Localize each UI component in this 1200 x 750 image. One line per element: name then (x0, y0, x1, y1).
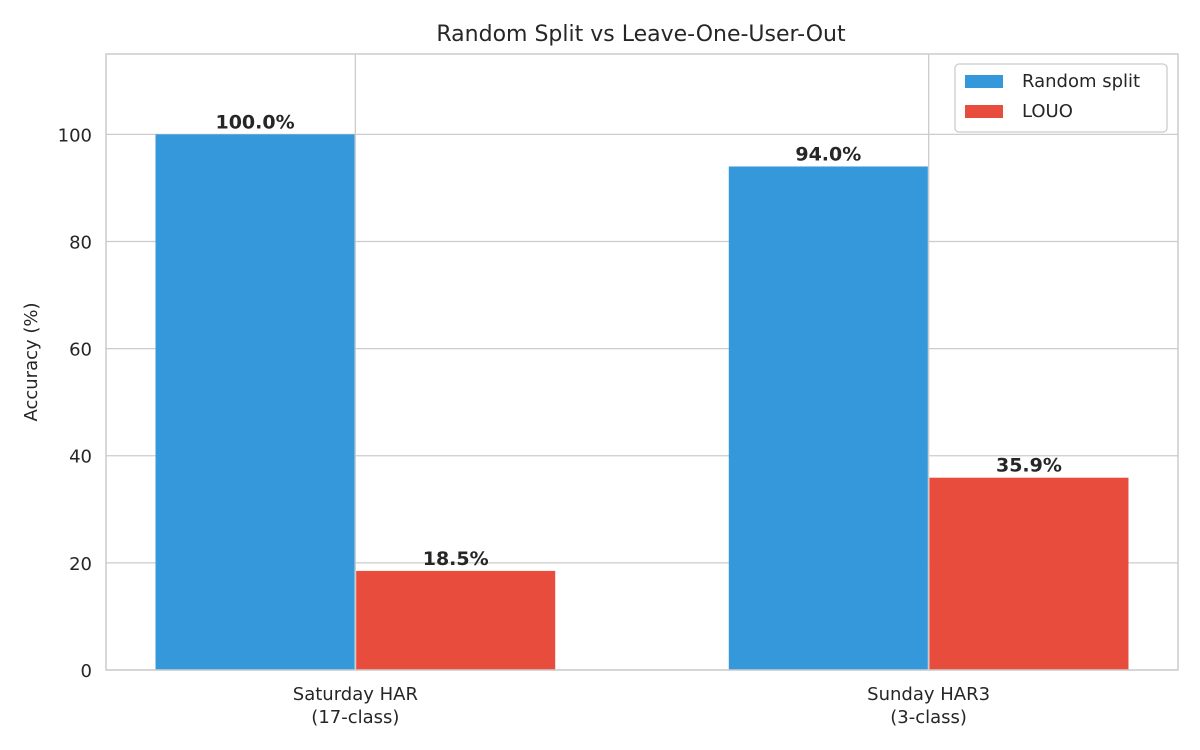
bar-random-split (728, 166, 928, 671)
x-tick-label: (17-class) (311, 707, 399, 728)
legend-entry: LOUO (1022, 101, 1073, 122)
x-tick-labels: Saturday HAR(17-class) Sunday HAR3(3-clas… (293, 684, 990, 728)
x-tick-label: Sunday HAR3 (867, 684, 990, 705)
y-tick-label: 20 (69, 554, 92, 575)
y-tick-label: 100 (58, 125, 92, 146)
plot-frame (105, 53, 1179, 671)
bar-value-label: 18.5% (423, 548, 489, 570)
bar-value-label: 100.0% (215, 111, 294, 133)
y-tick-label: 40 (69, 447, 92, 468)
y-tick-label: 0 (81, 661, 92, 682)
bar-louo (356, 570, 556, 670)
chart-title: Random Split vs Leave-One-User-Out (436, 22, 846, 47)
y-tick-labels: 0 20 40 60 80 100 (58, 125, 92, 682)
bars (155, 134, 1129, 671)
bar-louo (929, 477, 1129, 670)
y-tick-label: 80 (69, 232, 92, 253)
bar-value-labels: 100.0% 94.0% 18.5% 35.9% (215, 111, 1061, 570)
x-tick-label: Saturday HAR (293, 684, 418, 705)
legend: Random split LOUO (954, 63, 1168, 133)
bar-value-label: 94.0% (795, 143, 861, 165)
legend-box (954, 63, 1168, 133)
y-tick-label: 60 (69, 340, 92, 361)
bar-value-label: 35.9% (996, 455, 1062, 477)
x-tick-label: (3-class) (890, 707, 967, 728)
legend-entry: Random split (1022, 71, 1140, 92)
legend-swatch (965, 105, 1003, 118)
y-axis-label: Accuracy (%) (21, 302, 42, 421)
legend-swatch (965, 75, 1003, 88)
bar-random-split (155, 134, 355, 670)
